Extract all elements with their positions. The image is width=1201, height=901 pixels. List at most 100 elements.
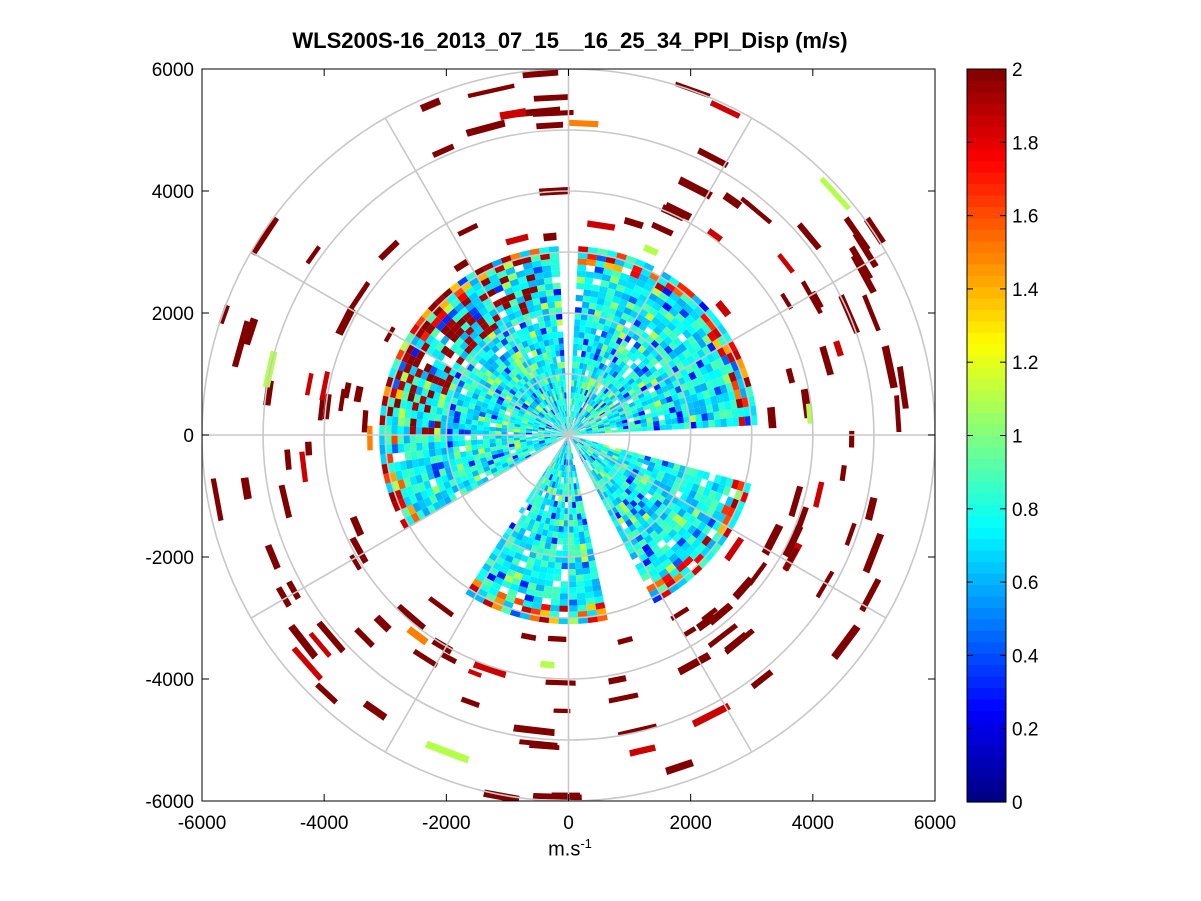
data-cell — [647, 321, 657, 331]
data-cell — [379, 435, 386, 445]
data-cell — [544, 431, 551, 434]
data-cell — [464, 335, 474, 346]
colorbar-band — [967, 744, 1006, 757]
data-cell — [511, 577, 522, 586]
data-cell — [546, 404, 552, 411]
colorbar-band — [967, 676, 1006, 689]
data-cell — [695, 414, 703, 422]
data-cell — [485, 267, 497, 278]
data-cell — [585, 426, 592, 430]
data-cell — [687, 524, 697, 535]
data-cell — [556, 433, 563, 435]
data-cell — [574, 436, 581, 439]
data-cell — [599, 392, 606, 399]
data-cell — [416, 419, 423, 428]
data-cell — [552, 531, 559, 539]
data-cell — [531, 513, 538, 521]
data-cell — [586, 414, 593, 420]
data-cell — [525, 588, 536, 597]
data-cell — [473, 387, 482, 396]
y-tick-label: -4000 — [145, 670, 194, 691]
data-cell — [431, 485, 441, 495]
data-cell — [606, 452, 614, 458]
data-cell — [373, 614, 392, 633]
data-cell — [434, 294, 446, 306]
data-cell — [614, 447, 622, 452]
data-cell — [581, 344, 588, 352]
data-cell — [662, 363, 671, 372]
data-cell — [554, 562, 562, 570]
data-cell — [543, 277, 553, 285]
x-tick-label: 0 — [563, 813, 574, 834]
colorbar-band — [967, 469, 1006, 482]
data-cell — [573, 398, 577, 406]
data-cell — [385, 435, 392, 445]
data-cell — [490, 344, 500, 354]
data-cell — [420, 489, 429, 500]
data-cell — [429, 382, 438, 392]
data-cell — [595, 418, 602, 423]
data-cell — [405, 485, 415, 497]
colorbar-band — [967, 229, 1006, 242]
data-cell — [629, 405, 637, 411]
data-cell — [519, 580, 529, 589]
data-cell — [544, 391, 550, 399]
data-cell — [395, 470, 404, 481]
data-cell — [475, 479, 484, 487]
data-cell — [645, 312, 655, 322]
data-cell — [578, 525, 584, 533]
data-cell — [468, 385, 476, 393]
data-cell — [397, 426, 404, 435]
data-cell — [559, 452, 563, 459]
data-cell — [710, 360, 720, 371]
data-cell — [548, 307, 556, 315]
data-cell — [620, 449, 628, 454]
data-cell — [594, 459, 601, 466]
data-cell — [501, 431, 508, 435]
data-cell — [583, 444, 589, 450]
data-cell — [633, 349, 643, 358]
data-cell — [630, 354, 638, 363]
data-cell — [458, 435, 465, 441]
data-cell — [569, 447, 572, 454]
data-cell — [560, 386, 565, 393]
data-cell — [655, 458, 663, 466]
data-cell — [435, 407, 444, 415]
data-cell — [705, 404, 714, 414]
data-cell — [660, 543, 671, 554]
data-cell — [516, 380, 524, 388]
data-cell — [516, 415, 523, 420]
data-cell — [638, 410, 646, 417]
data-cell — [536, 527, 544, 536]
colorbar-band — [967, 172, 1006, 185]
data-cell — [468, 276, 480, 287]
data-cell — [574, 556, 582, 563]
data-cell — [440, 335, 450, 346]
data-cell — [572, 439, 577, 445]
data-cell — [496, 384, 505, 392]
data-cell — [585, 597, 596, 605]
data-cell — [578, 424, 584, 429]
data-cell — [574, 405, 578, 412]
data-cell — [618, 477, 626, 484]
data-cell — [637, 344, 647, 354]
data-cell — [503, 398, 511, 405]
data-cell — [526, 537, 535, 546]
data-cell — [415, 315, 427, 328]
data-cell — [704, 308, 716, 320]
colorbar-tick-label: 1.4 — [1012, 280, 1039, 301]
data-cell — [570, 386, 574, 393]
data-cell — [643, 282, 655, 293]
data-cell — [564, 471, 567, 478]
data-cell — [711, 531, 723, 543]
data-cell — [492, 369, 501, 378]
data-cell — [701, 323, 712, 335]
data-cell — [626, 450, 634, 456]
data-cell — [626, 502, 634, 511]
data-cell — [559, 458, 563, 465]
data-cell — [583, 411, 589, 417]
data-cell — [579, 439, 586, 444]
data-cell — [420, 472, 430, 483]
data-cell — [526, 524, 534, 532]
data-cell — [315, 682, 338, 705]
